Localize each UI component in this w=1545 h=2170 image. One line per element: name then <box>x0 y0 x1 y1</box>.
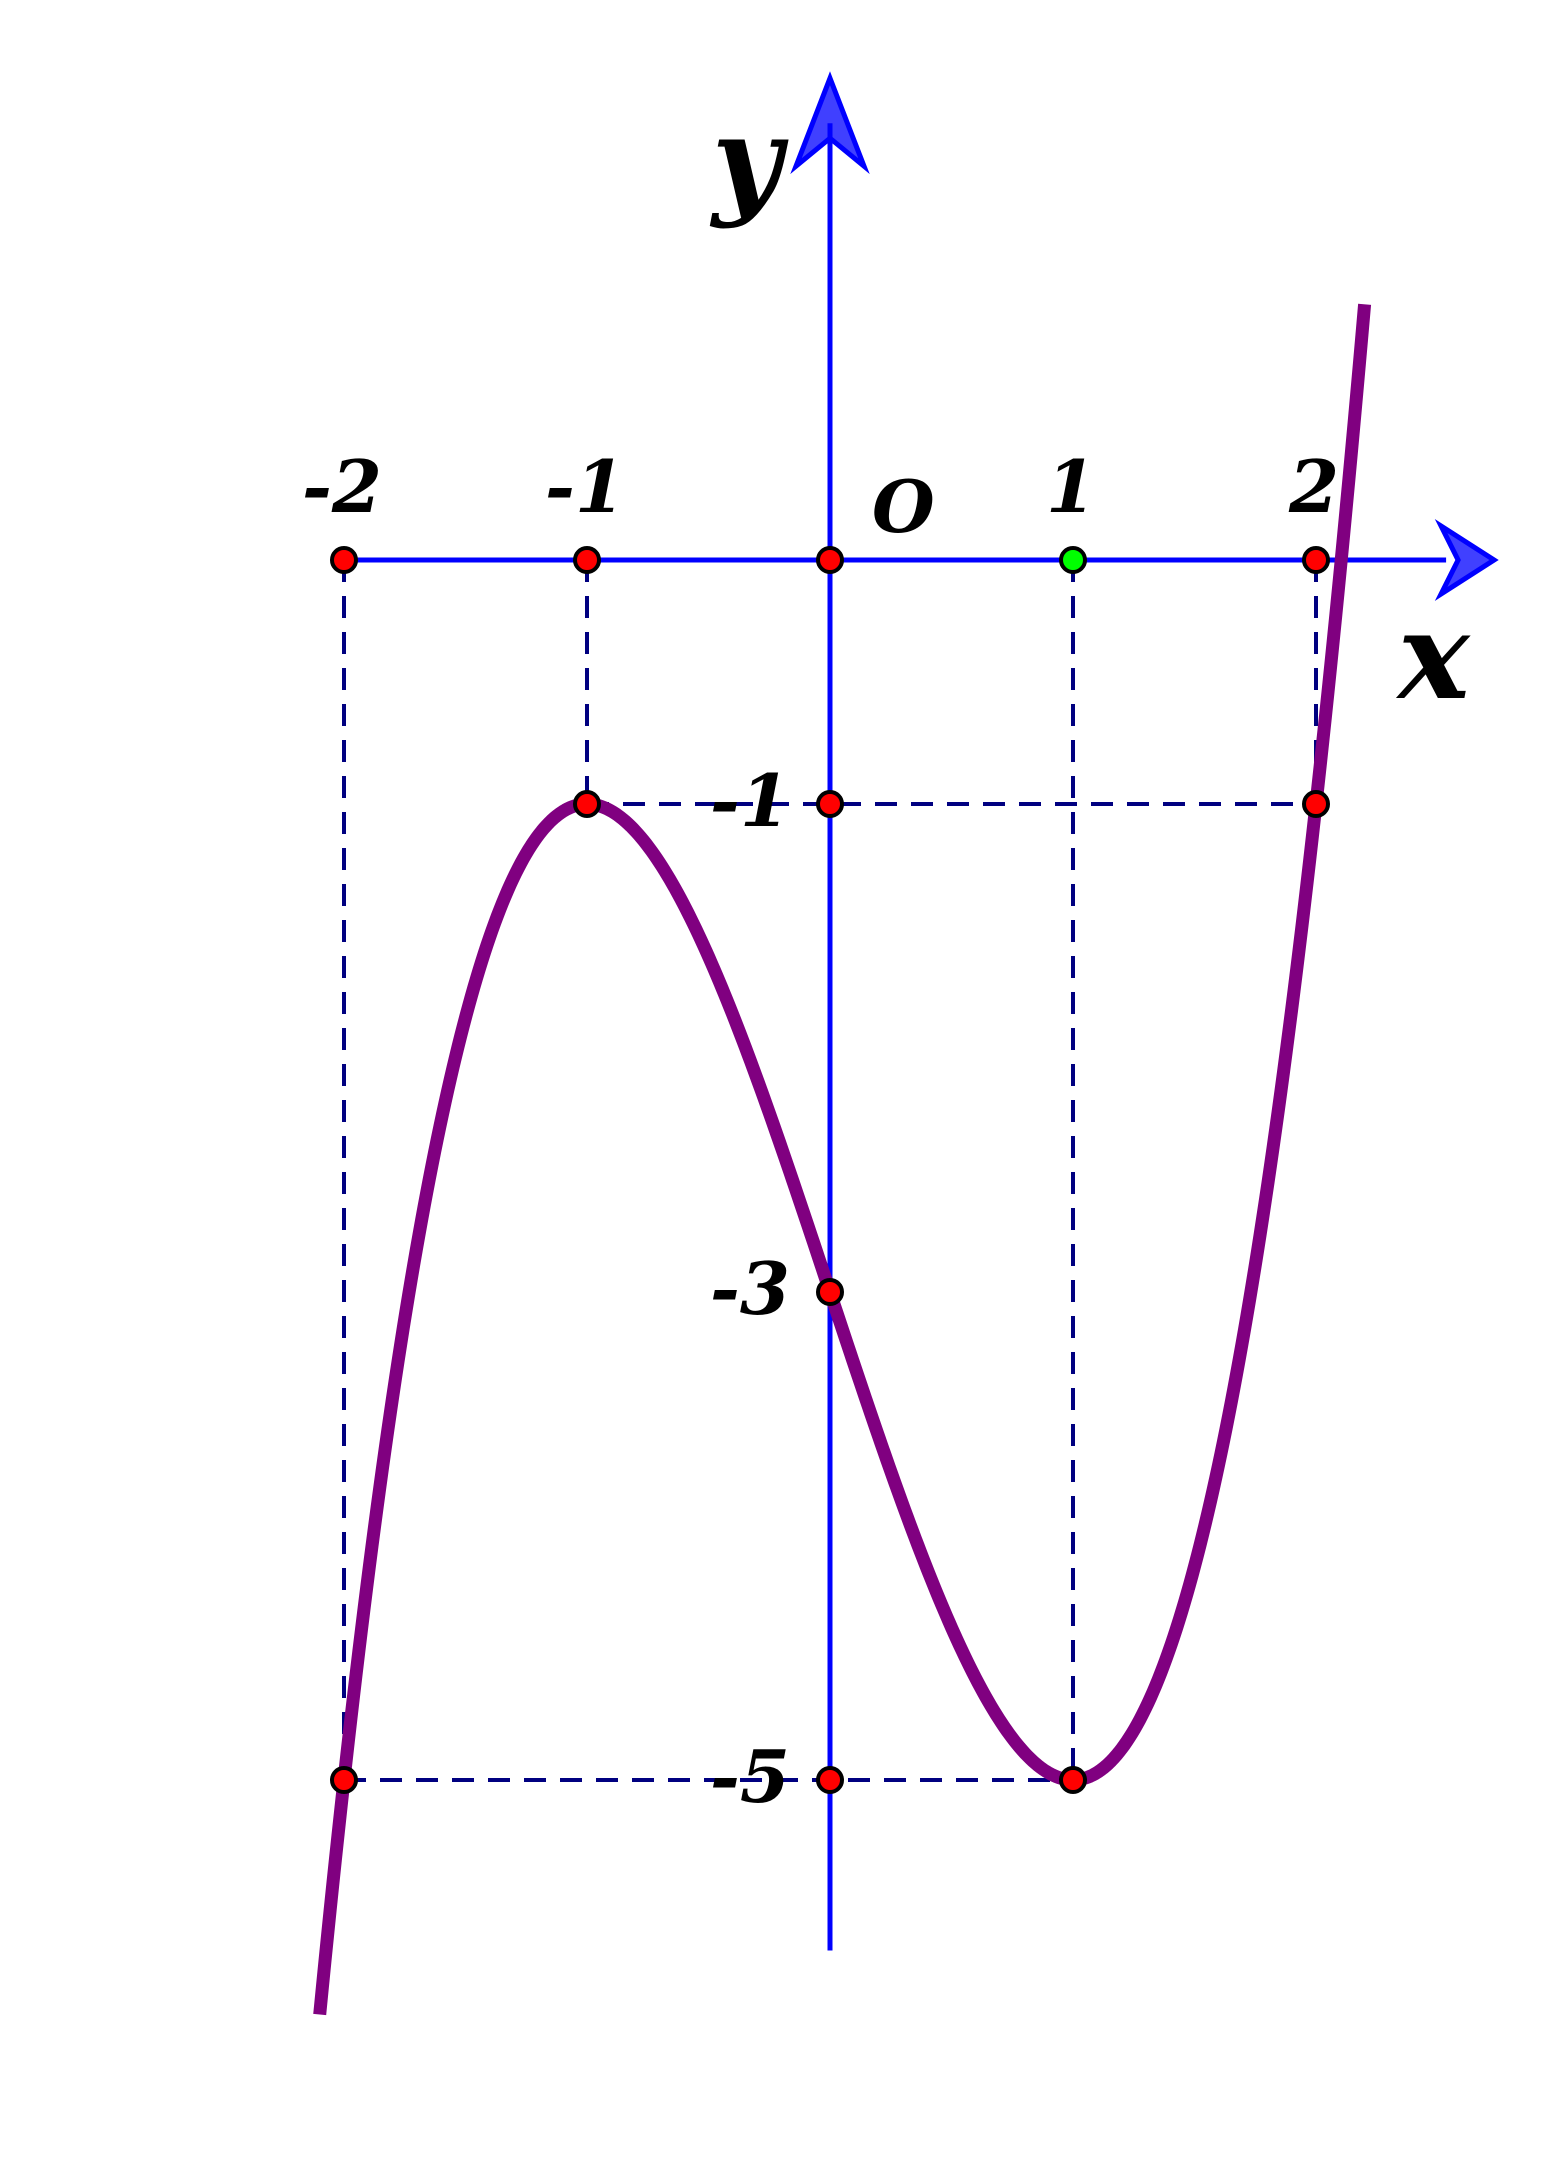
point-marker <box>1302 546 1330 574</box>
curve <box>313 303 1372 2016</box>
point-marker <box>573 546 601 574</box>
point-marker <box>330 546 358 574</box>
axes <box>331 71 1499 1951</box>
marked-points <box>330 546 1330 1794</box>
x-axis-label: x <box>1395 586 1471 727</box>
y-axis-label: y <box>709 90 789 231</box>
x-tick-label: 2 <box>1288 444 1339 529</box>
x-tick-label: -2 <box>302 444 382 529</box>
point-marker <box>816 1278 844 1306</box>
point-marker <box>816 546 844 574</box>
point-marker <box>816 790 844 818</box>
guide-lines <box>342 560 1318 1782</box>
y-axis-arrow <box>790 71 870 175</box>
x-tick-label: -1 <box>545 444 625 529</box>
point-marker <box>816 1766 844 1794</box>
origin-label: O <box>872 464 935 549</box>
y-tick-label: -1 <box>710 758 790 843</box>
point-marker <box>1059 1766 1087 1794</box>
x-axis-arrow <box>1434 518 1499 602</box>
labels: y x O -2 -1 1 2 -1 -3 -5 <box>302 90 1471 1819</box>
point-marker <box>1302 790 1330 818</box>
curve-path <box>313 303 1372 2016</box>
y-tick-label: -5 <box>710 1734 790 1819</box>
point-marker <box>1059 546 1087 574</box>
x-tick-label: 1 <box>1046 444 1096 529</box>
y-tick-label: -3 <box>710 1246 790 1331</box>
point-marker <box>330 1766 358 1794</box>
point-marker <box>573 790 601 818</box>
